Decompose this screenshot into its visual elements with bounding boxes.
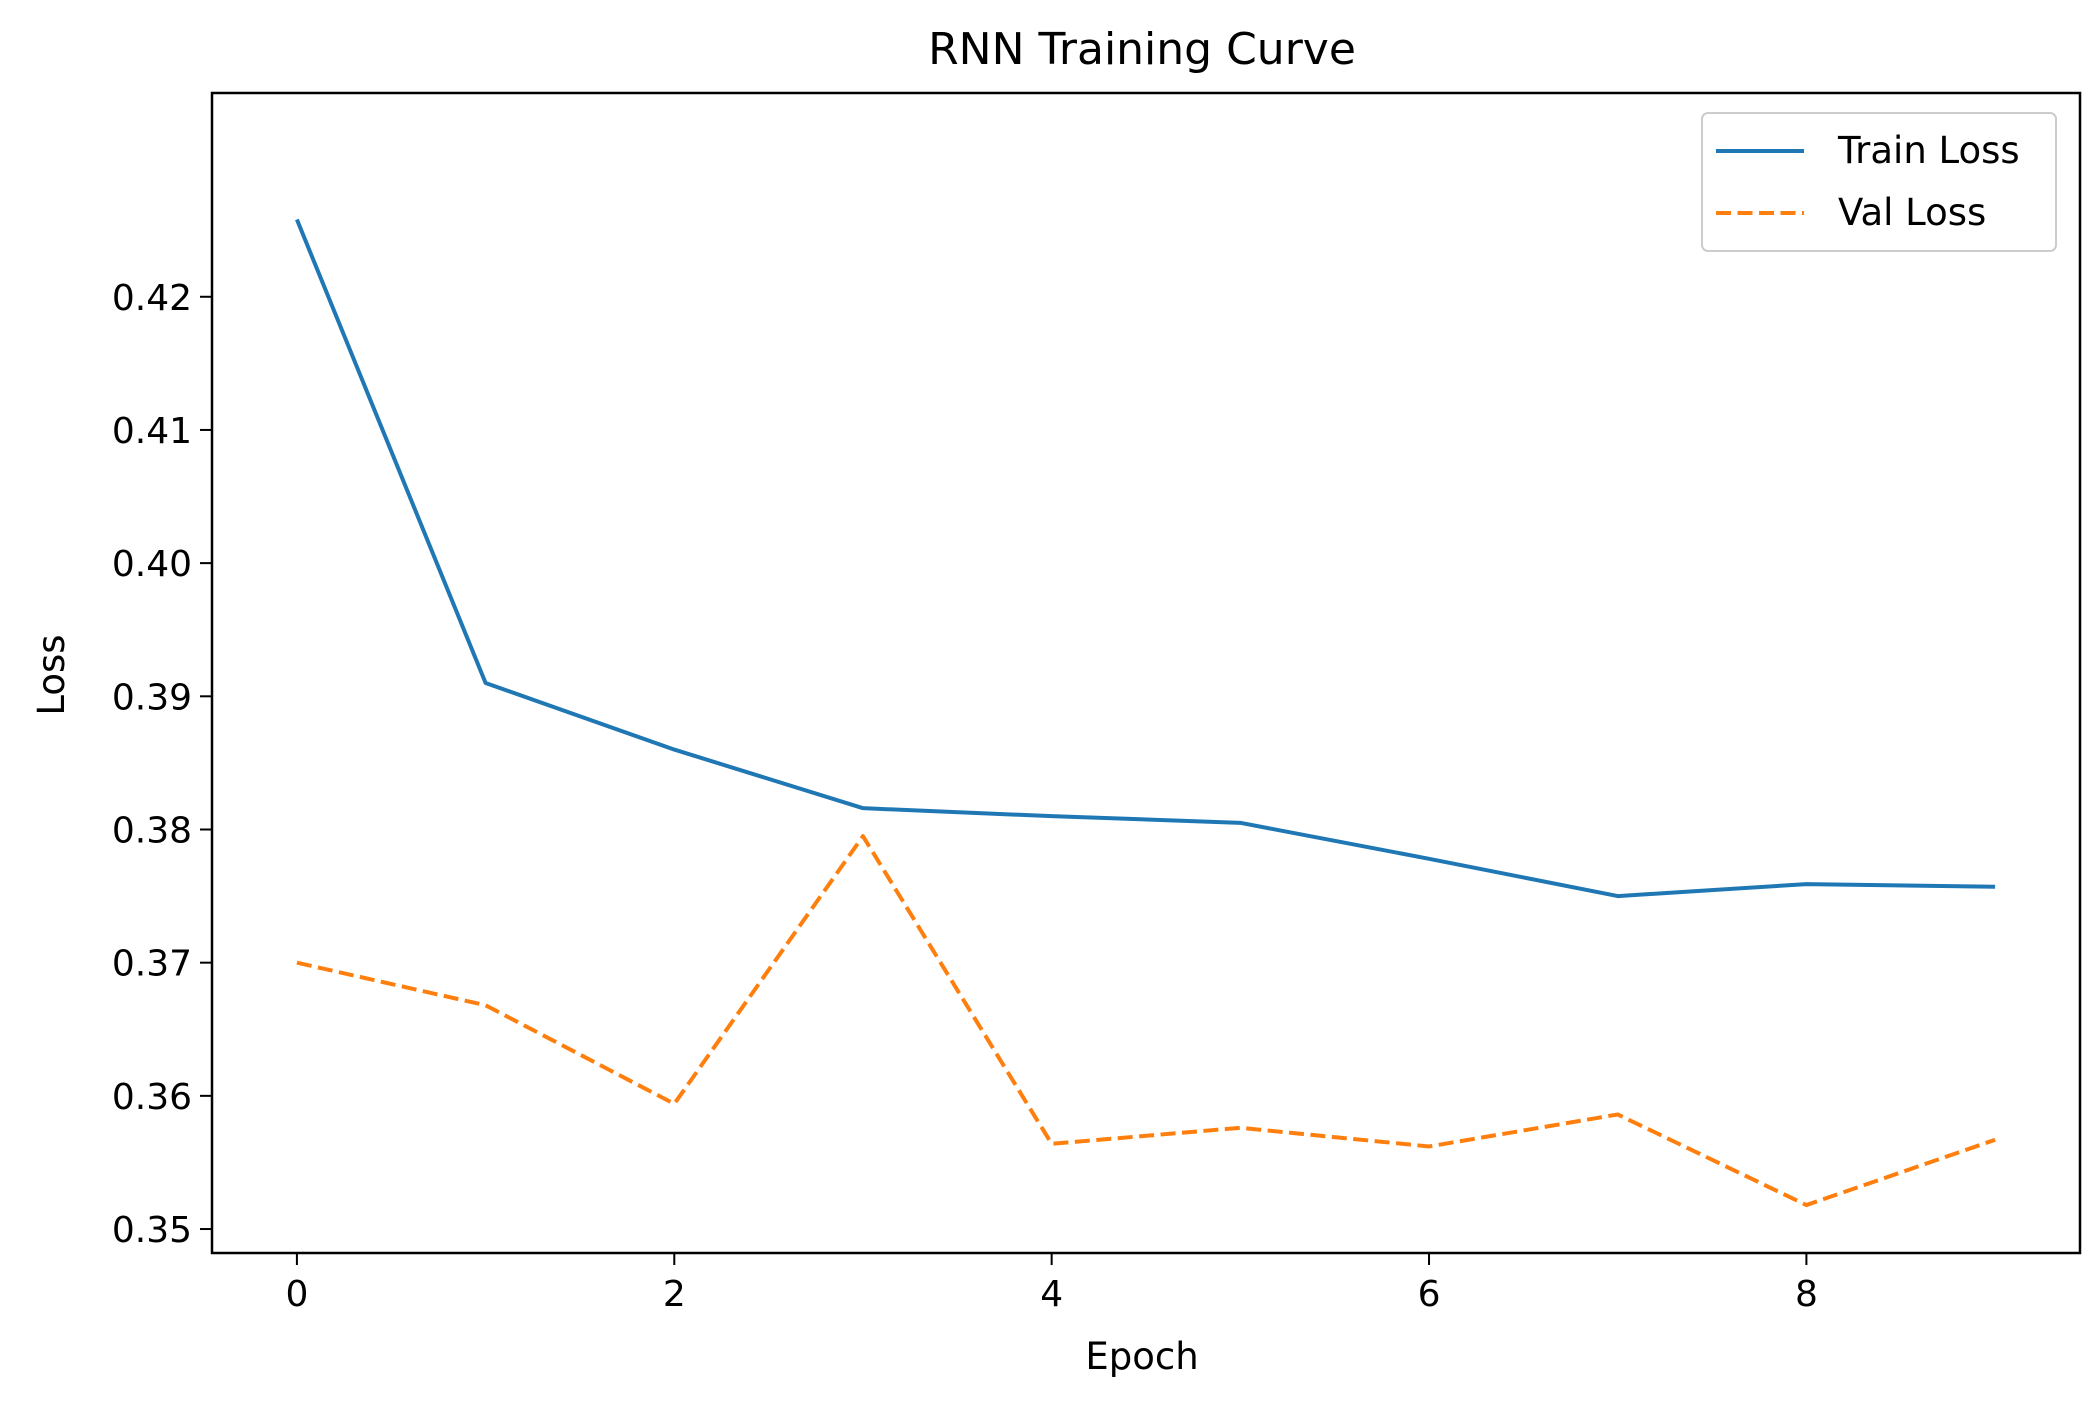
x-axis-ticks: 0 2 4 6 8 xyxy=(285,1253,1818,1315)
x-tick-label: 0 xyxy=(285,1274,308,1315)
x-tick-label: 8 xyxy=(1795,1274,1818,1315)
series-line-val-loss xyxy=(296,834,1996,1208)
x-axis-label: Epoch xyxy=(1085,1335,1198,1378)
y-tick-label: 0.36 xyxy=(112,1077,192,1118)
legend-label-val-loss: Val Loss xyxy=(1838,191,1986,234)
legend: Train Loss Val Loss xyxy=(1701,112,2057,252)
x-tick-label: 6 xyxy=(1418,1274,1441,1315)
y-tick-label: 0.40 xyxy=(112,544,192,585)
legend-box xyxy=(1701,112,2057,252)
y-tick-label: 0.41 xyxy=(112,411,192,452)
series-layer xyxy=(295,218,1996,1208)
chart-title: RNN Training Curve xyxy=(928,24,1356,75)
x-tick-label: 4 xyxy=(1040,1274,1063,1315)
legend-label-train-loss: Train Loss xyxy=(1837,129,2020,172)
y-tick-label: 0.42 xyxy=(112,278,192,319)
y-tick-label: 0.38 xyxy=(112,810,192,851)
x-tick-label: 2 xyxy=(663,1274,686,1315)
y-tick-label: 0.37 xyxy=(112,944,192,985)
y-axis-ticks: 0.35 0.36 0.37 0.38 0.39 0.40 0.41 0.42 xyxy=(112,278,212,1251)
series-line-train-loss xyxy=(295,218,1996,899)
plot-frame xyxy=(210,91,2082,1255)
y-tick-label: 0.35 xyxy=(112,1210,192,1251)
y-axis-label: Loss xyxy=(30,634,73,715)
y-tick-label: 0.39 xyxy=(112,677,192,718)
